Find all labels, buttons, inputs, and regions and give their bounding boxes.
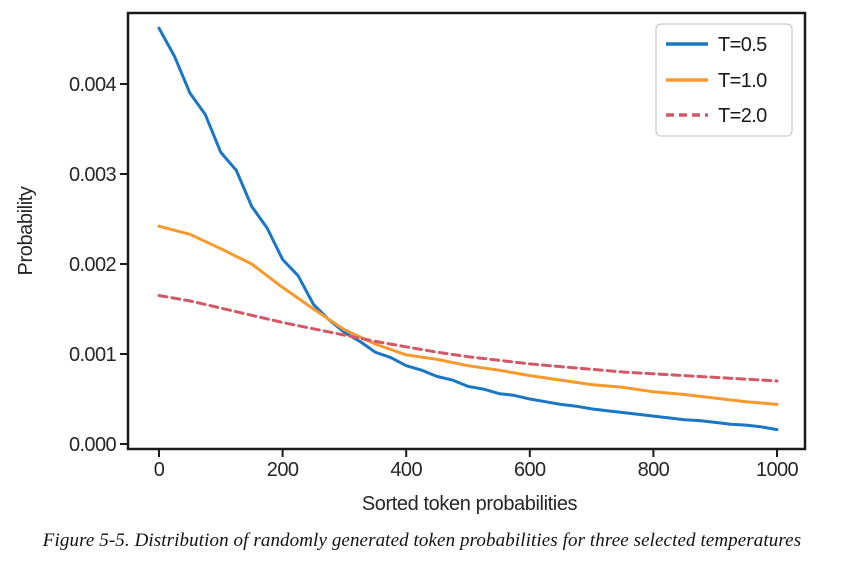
probability-line-chart: 0 200 400 600 800 1000 0.000 0.001 0.002 0.003 0.0… (15, 11, 807, 515)
y-tick-label: 0.003 (69, 164, 117, 186)
x-tick-label: 200 (267, 459, 299, 481)
x-tick-label: 400 (390, 459, 422, 481)
legend-entry-label: T=1.0 (718, 70, 767, 92)
x-tick-label: 1000 (756, 459, 799, 481)
x-tick-label: 0 (154, 459, 165, 481)
legend-box (655, 23, 793, 137)
plot-frame (126, 11, 807, 451)
series-line-t10 (157, 224, 779, 406)
legend-entry-label: T=0.5 (718, 34, 767, 56)
y-axis-label: Probability (15, 186, 37, 275)
y-tick-label: 0.000 (69, 434, 117, 456)
figure-caption: Figure 5-5. Distribution of randomly gen… (42, 530, 802, 551)
y-tick-label: 0.004 (69, 74, 117, 96)
x-axis-label: Sorted token probabilities (362, 493, 578, 515)
x-tick-label: 800 (638, 459, 670, 481)
x-tick-label: 600 (514, 459, 546, 481)
series-line-t05 (157, 26, 779, 432)
y-tick-label: 0.002 (69, 254, 117, 276)
legend-entry-label: T=2.0 (718, 105, 767, 127)
y-tick-label: 0.001 (69, 344, 117, 366)
series-line-t20 (157, 294, 779, 383)
